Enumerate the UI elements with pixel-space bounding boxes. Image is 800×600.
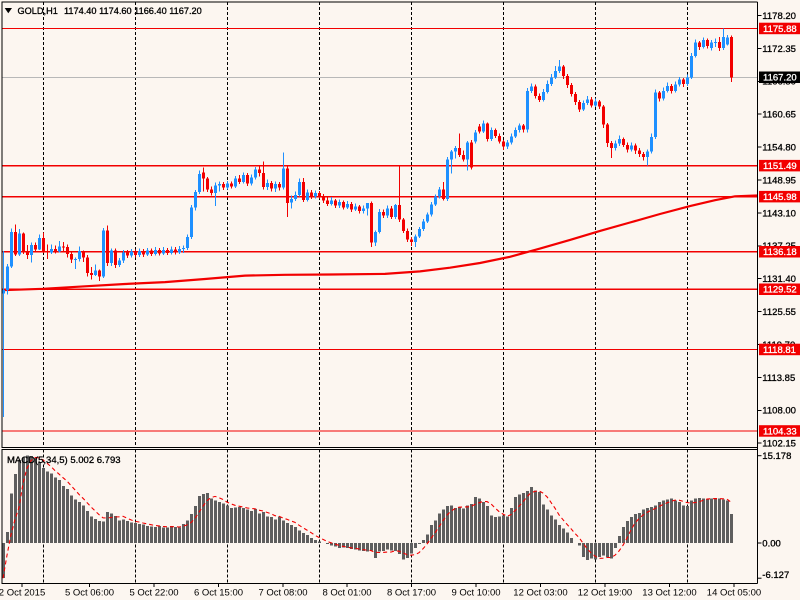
svg-text:1108.00: 1108.00: [762, 406, 796, 417]
svg-text:1113.85: 1113.85: [762, 373, 795, 384]
svg-text:5 Oct 06:00: 5 Oct 06:00: [65, 588, 114, 599]
svg-text:15.178: 15.178: [762, 451, 791, 462]
svg-text:1172.35: 1172.35: [762, 44, 796, 55]
svg-text:1175.88: 1175.88: [763, 24, 797, 35]
svg-text:8 Oct 01:00: 8 Oct 01:00: [322, 588, 371, 599]
svg-text:1160.65: 1160.65: [762, 110, 796, 121]
svg-text:1174.40 1174.60 1166.40 1167.2: 1174.40 1174.60 1166.40 1167.20: [64, 6, 202, 16]
svg-text:1129.52: 1129.52: [763, 285, 797, 296]
svg-text:2 Oct 2015: 2 Oct 2015: [0, 588, 45, 599]
svg-text:-6.127: -6.127: [762, 570, 789, 581]
svg-text:1145.98: 1145.98: [763, 192, 797, 203]
svg-text:1125.55: 1125.55: [762, 307, 796, 318]
svg-text:MACD(5,34,5) 5.002 6.793: MACD(5,34,5) 5.002 6.793: [7, 455, 121, 466]
svg-text:1143.10: 1143.10: [762, 208, 796, 219]
svg-text:7 Oct 08:00: 7 Oct 08:00: [258, 588, 307, 599]
svg-text:1178.20: 1178.20: [762, 11, 796, 22]
svg-text:0.00: 0.00: [762, 538, 781, 549]
svg-text:13 Oct 12:00: 13 Oct 12:00: [642, 588, 696, 599]
svg-text:9 Oct 10:00: 9 Oct 10:00: [451, 588, 500, 599]
svg-text:1151.49: 1151.49: [763, 161, 797, 172]
svg-text:1104.33: 1104.33: [763, 426, 797, 437]
svg-text:1131.40: 1131.40: [762, 274, 796, 285]
svg-text:12 Oct 19:00: 12 Oct 19:00: [578, 588, 632, 599]
svg-text:1102.15: 1102.15: [762, 439, 796, 450]
svg-text:5 Oct 22:00: 5 Oct 22:00: [129, 588, 178, 599]
svg-text:1148.95: 1148.95: [762, 175, 796, 186]
svg-text:1154.80: 1154.80: [762, 143, 796, 154]
svg-text:1118.81: 1118.81: [763, 345, 796, 356]
svg-text:12 Oct 03:00: 12 Oct 03:00: [513, 588, 567, 599]
svg-text:1167.20: 1167.20: [763, 73, 797, 84]
svg-text:6 Oct 15:00: 6 Oct 15:00: [194, 588, 243, 599]
svg-text:GOLD,H1: GOLD,H1: [18, 6, 58, 16]
svg-text:1136.18: 1136.18: [763, 247, 797, 258]
svg-text:14 Oct 05:00: 14 Oct 05:00: [707, 588, 761, 599]
svg-text:8 Oct 17:00: 8 Oct 17:00: [387, 588, 436, 599]
